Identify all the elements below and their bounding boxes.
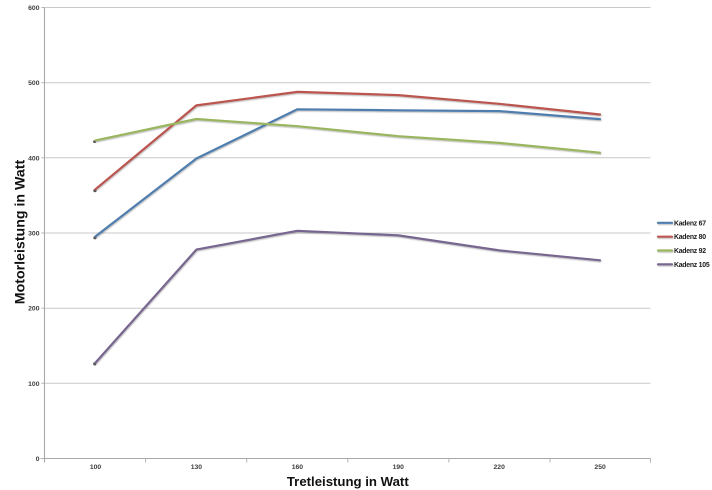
svg-text:130: 130 — [191, 464, 203, 471]
svg-text:200: 200 — [28, 306, 40, 313]
svg-text:Kadenz 80: Kadenz 80 — [674, 234, 706, 241]
svg-text:Tretleistung in Watt: Tretleistung in Watt — [287, 474, 409, 489]
svg-text:300: 300 — [28, 231, 40, 238]
svg-text:100: 100 — [28, 381, 40, 388]
svg-text:Kadenz 105: Kadenz 105 — [674, 262, 710, 269]
svg-text:500: 500 — [28, 80, 40, 87]
svg-text:190: 190 — [393, 464, 405, 471]
svg-text:220: 220 — [494, 464, 506, 471]
svg-text:600: 600 — [28, 5, 40, 12]
svg-text:Kadenz 92: Kadenz 92 — [674, 248, 706, 255]
svg-text:0: 0 — [36, 456, 40, 463]
svg-text:Kadenz 67: Kadenz 67 — [674, 220, 706, 227]
svg-text:Motorleistung in Watt: Motorleistung in Watt — [12, 159, 28, 304]
svg-text:160: 160 — [292, 464, 304, 471]
svg-text:100: 100 — [90, 464, 102, 471]
svg-text:400: 400 — [28, 155, 40, 162]
svg-text:250: 250 — [594, 464, 606, 471]
